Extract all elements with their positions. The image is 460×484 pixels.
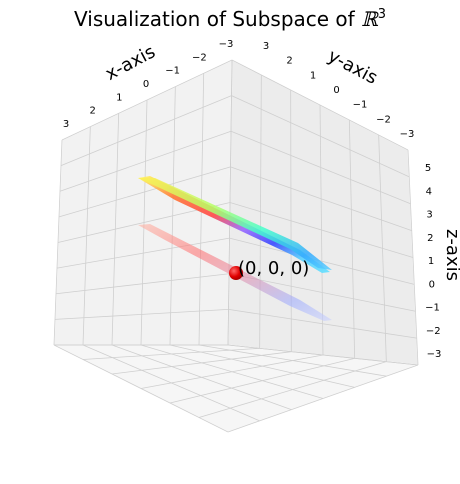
- grid-line: [60, 95, 232, 166]
- y-axis-label: y-axis: [324, 45, 381, 88]
- grid-line: [230, 166, 412, 232]
- x-tick-label: 1: [116, 92, 122, 103]
- grid-line: [61, 59, 233, 141]
- x-tick-label: 3: [63, 119, 69, 130]
- surface-upper-plane: [138, 176, 330, 273]
- z-tick-label: −1: [425, 303, 440, 314]
- y-tick-label: 0: [333, 85, 339, 96]
- grid-line: [56, 237, 230, 269]
- x-tick-label: −3: [219, 39, 234, 50]
- grid-line: [227, 344, 419, 366]
- y-tick-labels: 3 2 1 0 −1 −2 −3: [263, 41, 415, 140]
- y-tick-label: −1: [353, 100, 368, 111]
- origin-point: [229, 266, 243, 280]
- z-tick-label: 1: [428, 256, 434, 267]
- x-tick-label: 2: [89, 106, 95, 117]
- chart-title: Visualization of Subspace of ℝ3: [74, 7, 386, 31]
- z-tick-label: 3: [426, 210, 432, 221]
- grid-line: [55, 273, 230, 295]
- grid-line: [230, 130, 411, 205]
- z-tick-label: −3: [427, 349, 442, 360]
- x-tick-labels: 3 2 1 0 −1 −2 −3: [63, 39, 234, 130]
- grid-line: [227, 364, 419, 433]
- grid-line: [229, 237, 415, 285]
- grid-line: [54, 308, 229, 320]
- x-tick-label: −2: [192, 52, 207, 63]
- z-tick-label: 2: [427, 233, 433, 244]
- y-tick-label: 3: [263, 41, 269, 52]
- grid-line: [228, 308, 417, 339]
- z-axis-label: z-axis: [442, 229, 460, 281]
- z-tick-label: 4: [426, 186, 432, 197]
- x-axis-label: x-axis: [102, 41, 159, 85]
- y-tick-label: −3: [400, 129, 415, 140]
- grid-line: [58, 166, 231, 218]
- z-tick-label: 5: [425, 163, 431, 174]
- surface-upper-plane-top: [138, 178, 332, 270]
- grid-line: [231, 95, 410, 178]
- y-tick-label: 1: [310, 70, 316, 81]
- grid-line: [198, 361, 387, 418]
- y-tick-label: −2: [376, 114, 391, 125]
- grid-line: [231, 59, 409, 151]
- z-tick-labels: 5 4 3 2 1 0 −1 −2 −3: [425, 163, 442, 360]
- y-tick-label: 2: [286, 56, 292, 67]
- origin-point-label: (0, 0, 0): [238, 258, 309, 279]
- grid-line: [229, 202, 414, 258]
- z-tick-label: 0: [429, 279, 435, 290]
- axis-panes: [53, 59, 419, 433]
- z-tick-label: −2: [426, 326, 441, 337]
- grid-line: [59, 130, 232, 192]
- grid-lines: [53, 59, 419, 433]
- x-tick-label: 0: [143, 79, 149, 90]
- x-tick-label: −1: [165, 66, 180, 77]
